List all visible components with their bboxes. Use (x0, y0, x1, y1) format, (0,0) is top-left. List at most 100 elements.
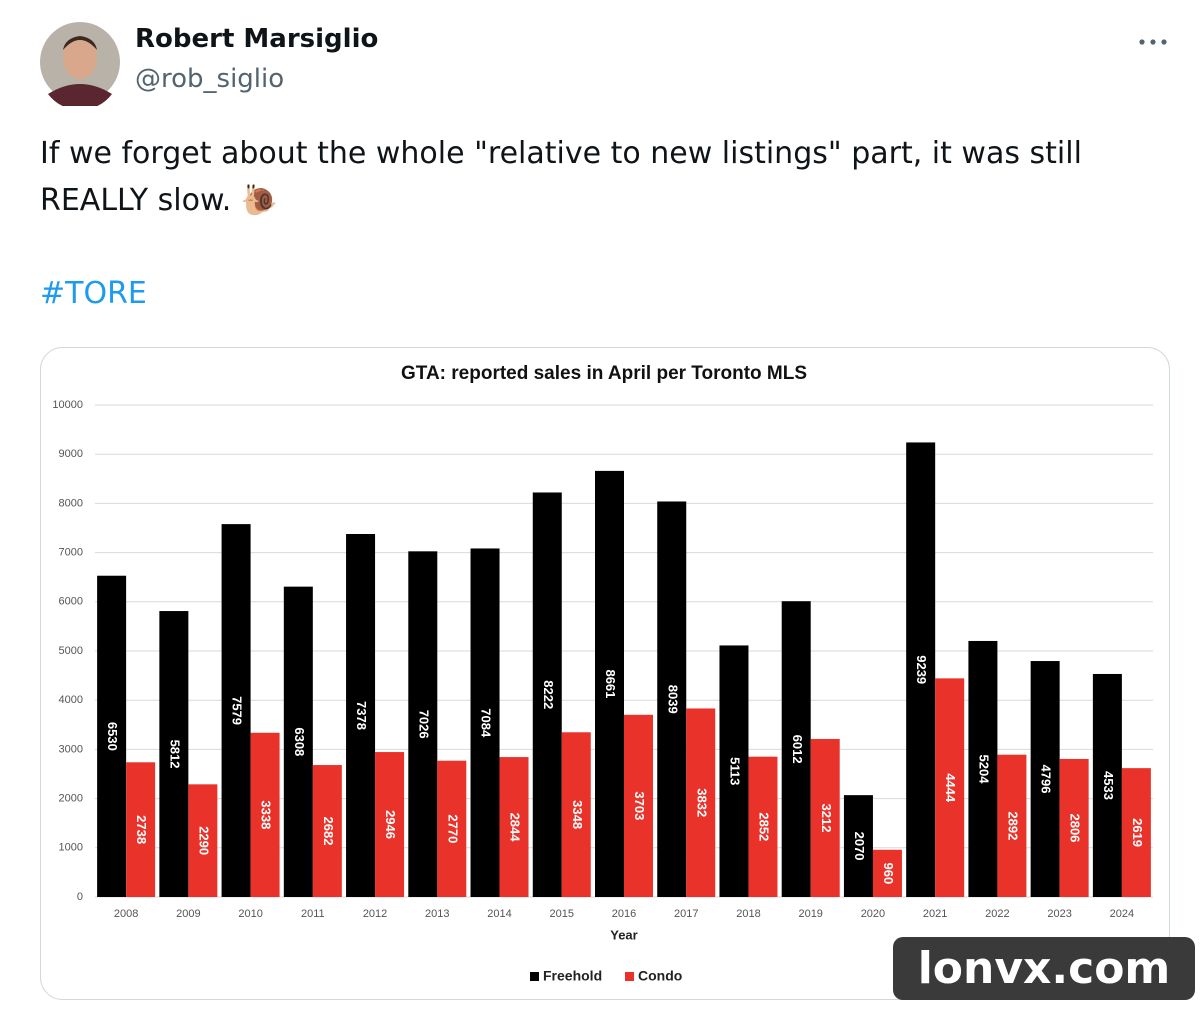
data-label: 6530 (105, 722, 120, 751)
watermark: lonvx.com (893, 937, 1195, 1000)
bar (872, 849, 902, 897)
legend-label: Freehold (543, 968, 602, 984)
data-label: 2844 (508, 813, 523, 843)
bar (1059, 758, 1089, 897)
data-label: 2852 (757, 812, 772, 841)
tweet-text: If we forget about the whole "relative t… (40, 136, 1082, 218)
bar (188, 784, 218, 897)
x-tick-label: 2010 (238, 908, 262, 920)
data-label: 2619 (1130, 818, 1145, 847)
y-tick-label: 5000 (59, 645, 83, 657)
y-tick-label: 8000 (59, 497, 83, 509)
data-label: 2682 (321, 817, 336, 846)
bar (159, 611, 189, 897)
bar (748, 756, 778, 897)
x-tick-label: 2016 (612, 908, 636, 920)
y-tick-label: 6000 (59, 596, 83, 608)
bar (968, 640, 998, 897)
user-handle[interactable]: @rob_siglio (135, 64, 285, 94)
data-label: 2946 (383, 810, 398, 839)
bar (561, 732, 591, 897)
bar (997, 754, 1027, 897)
y-tick-label: 2000 (59, 793, 83, 805)
data-label: 9239 (914, 655, 929, 684)
bar (781, 601, 811, 897)
data-label: 3703 (632, 791, 647, 820)
chart: GTA: reported sales in April per Toronto… (40, 347, 1170, 1000)
bar (375, 752, 405, 897)
bar (312, 765, 342, 897)
data-label: 3212 (819, 804, 834, 833)
bar (843, 795, 873, 897)
data-label: 2892 (1005, 811, 1020, 840)
x-tick-label: 2024 (1110, 908, 1134, 920)
bar (935, 678, 965, 897)
bar (437, 760, 467, 897)
data-label: 7579 (230, 696, 245, 725)
data-label: 7084 (479, 708, 494, 738)
x-tick-label: 2023 (1047, 908, 1071, 920)
data-label: 2070 (852, 832, 867, 861)
hashtag[interactable]: #TORE (40, 276, 147, 311)
data-label: 4444 (943, 773, 958, 803)
data-label: 3832 (694, 788, 709, 817)
bar (1121, 768, 1151, 897)
data-label: 6308 (292, 727, 307, 756)
bar (499, 757, 529, 897)
y-tick-label: 4000 (59, 694, 83, 706)
data-label: 2770 (445, 814, 460, 843)
y-tick-label: 7000 (59, 547, 83, 559)
bar (346, 534, 376, 897)
y-tick-label: 10000 (52, 399, 83, 411)
x-tick-label: 2018 (736, 908, 760, 920)
legend-label: Condo (638, 968, 682, 984)
data-label: 7378 (354, 701, 369, 730)
bar (126, 762, 156, 897)
bar (657, 501, 687, 897)
bar (97, 575, 127, 897)
bar (906, 442, 936, 897)
x-tick-label: 2012 (363, 908, 387, 920)
x-tick-label: 2019 (798, 908, 822, 920)
data-label: 5204 (976, 755, 991, 785)
x-tick-label: 2015 (550, 908, 574, 920)
x-tick-label: 2022 (985, 908, 1009, 920)
data-label: 3348 (570, 800, 585, 829)
legend-swatch (530, 972, 539, 981)
x-tick-label: 2021 (923, 908, 947, 920)
x-tick-label: 2011 (301, 908, 325, 920)
x-axis-label: Year (610, 927, 637, 942)
bar (595, 470, 624, 897)
bar (1030, 661, 1060, 897)
data-label: 7026 (416, 710, 431, 739)
y-tick-label: 0 (77, 891, 83, 903)
avatar[interactable] (38, 22, 122, 106)
bar (1092, 673, 1122, 897)
data-label: 8661 (603, 669, 618, 698)
data-label: 960 (881, 863, 896, 885)
more-menu[interactable] (1138, 36, 1170, 48)
x-tick-label: 2009 (176, 908, 200, 920)
chart-title: GTA: reported sales in April per Toronto… (401, 363, 807, 384)
bar (810, 738, 840, 897)
data-label: 4533 (1101, 771, 1116, 800)
data-label: 5812 (167, 740, 182, 769)
y-tick-label: 1000 (59, 842, 83, 854)
x-tick-label: 2008 (114, 908, 138, 920)
bar (250, 732, 280, 897)
data-label: 6012 (790, 735, 805, 764)
data-label: 3338 (259, 800, 274, 829)
bar (719, 645, 749, 897)
bar (686, 708, 716, 897)
x-tick-label: 2017 (674, 908, 698, 920)
x-tick-label: 2014 (487, 908, 511, 920)
data-label: 2806 (1068, 814, 1083, 843)
y-tick-label: 3000 (59, 743, 83, 755)
bar (283, 586, 313, 897)
data-label: 8222 (541, 680, 556, 709)
bar (408, 551, 438, 897)
data-label: 2738 (134, 815, 149, 844)
data-label: 4796 (1039, 765, 1054, 794)
user-name[interactable]: Robert Marsiglio (135, 24, 379, 54)
